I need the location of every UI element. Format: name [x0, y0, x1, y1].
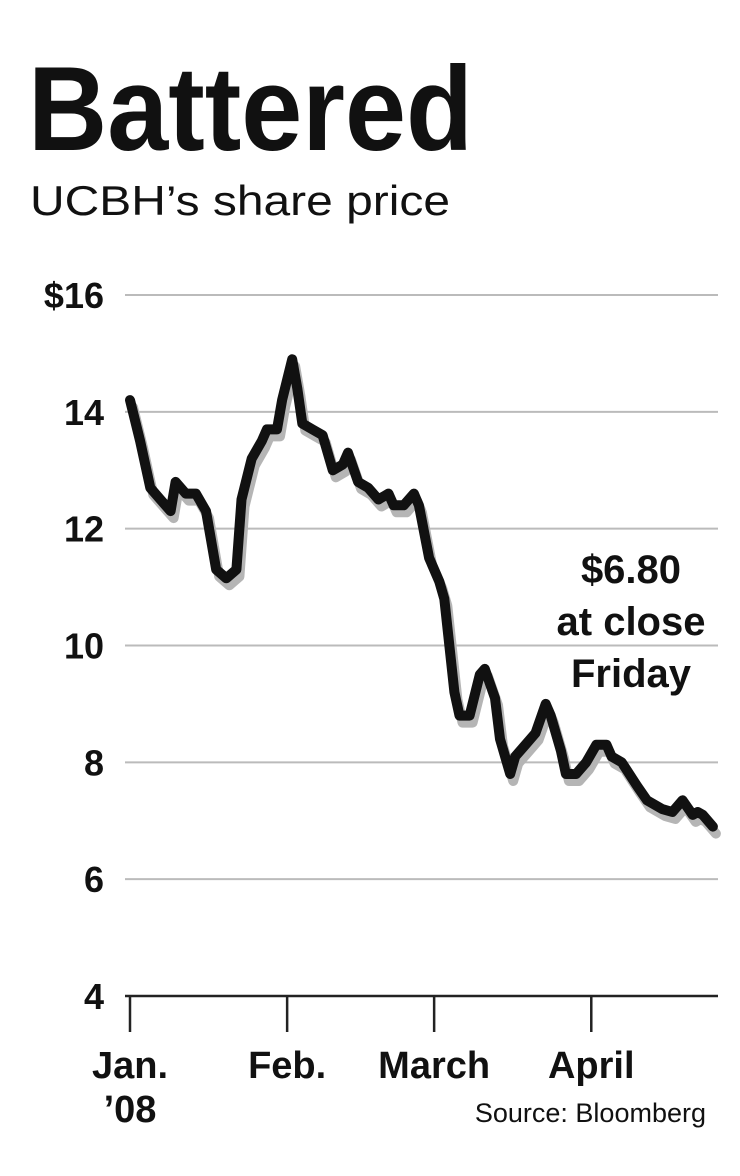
y-tick-label: 4: [84, 976, 104, 1017]
annotation: $6.80: [581, 548, 681, 592]
chart-subtitle: UCBH’s share price: [30, 177, 450, 224]
x-tick-label: Jan. ’08: [92, 1045, 168, 1131]
y-tick-label: $16: [44, 275, 104, 316]
y-tick-label: 6: [84, 859, 104, 900]
y-tick-label: 14: [64, 392, 104, 433]
chart-title: Battered: [28, 42, 473, 176]
x-tick-label: April: [548, 1045, 635, 1087]
price-line: [125, 354, 718, 832]
y-tick-label: 8: [84, 742, 104, 783]
source-note: Source: Bloomberg: [475, 1098, 706, 1128]
x-tick-label: March: [378, 1045, 490, 1087]
y-tick-label: 12: [64, 509, 104, 550]
annotation: Friday: [571, 652, 692, 696]
annotation: at close: [557, 600, 706, 644]
x-tick-label: Feb.: [248, 1045, 326, 1087]
y-tick-label: 10: [64, 626, 104, 667]
